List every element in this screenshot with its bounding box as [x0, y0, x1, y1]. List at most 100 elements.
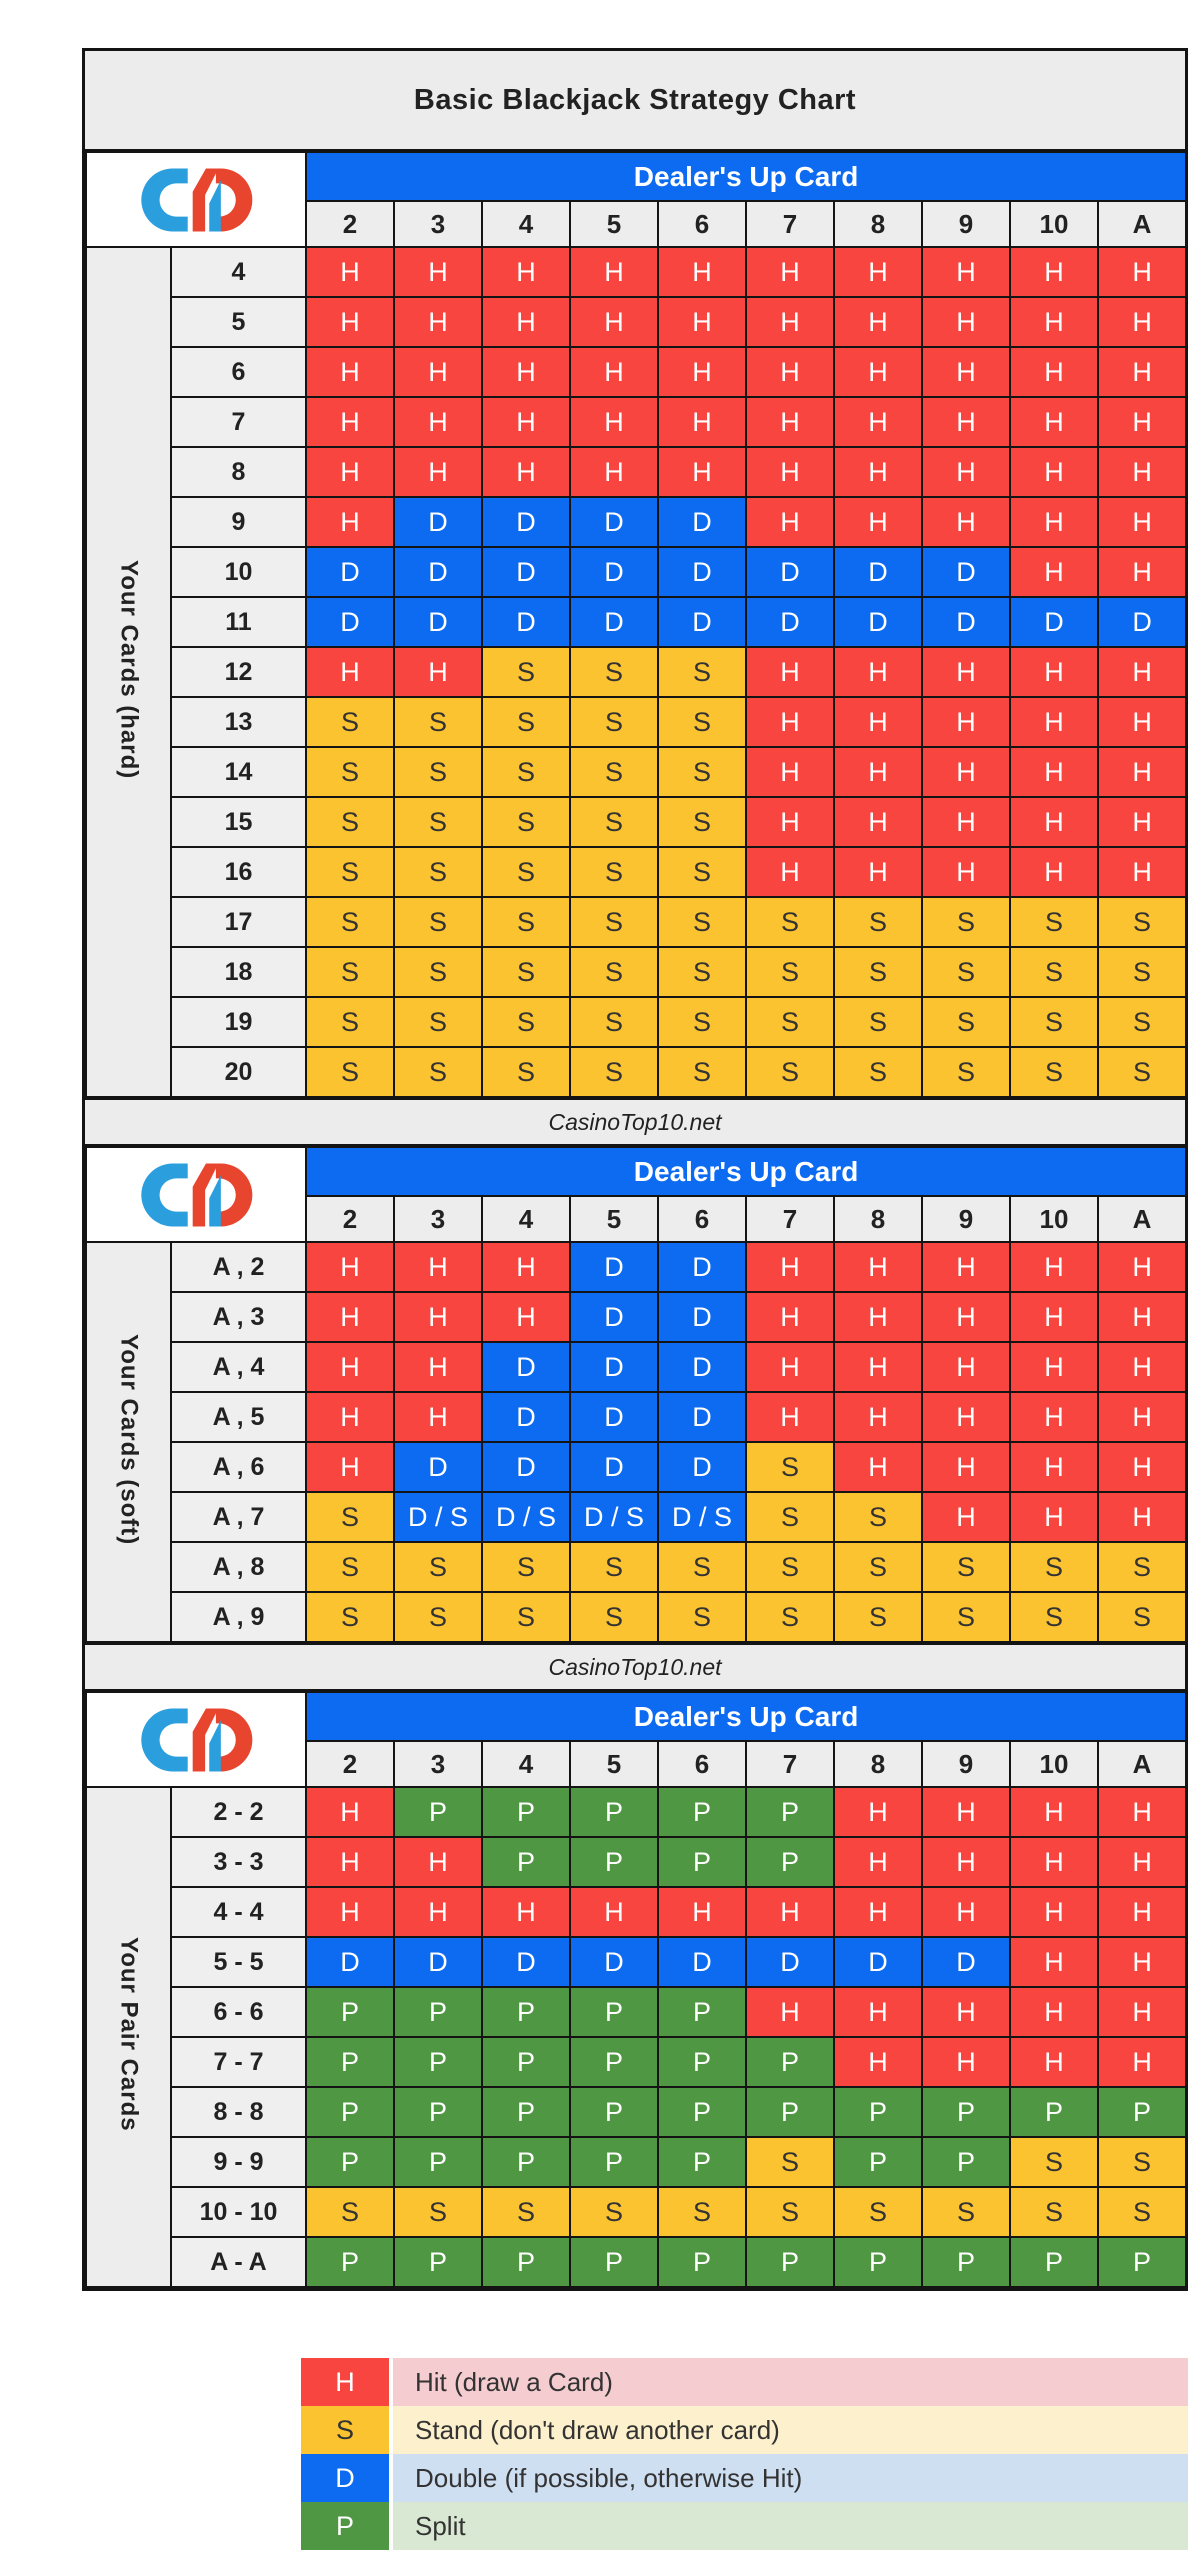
strategy-cell: S	[657, 896, 747, 948]
strategy-cell: D	[921, 546, 1011, 598]
dealer-up-card-header: Dealer's Up Card	[304, 1691, 1188, 1742]
strategy-cell: H	[1096, 746, 1188, 798]
row-label: 9 - 9	[170, 2136, 307, 2188]
strategy-cell: D	[833, 546, 923, 598]
dealer-col-header-9: 9	[921, 1740, 1011, 1788]
dealer-col-header-A: A	[1096, 1195, 1188, 1243]
strategy-cell: S	[569, 946, 659, 998]
strategy-cell: H	[1009, 646, 1099, 698]
strategy-cell: H	[481, 296, 571, 348]
strategy-cell: H	[833, 1341, 923, 1393]
strategy-cell: H	[833, 1391, 923, 1443]
strategy-cell: S	[393, 1046, 483, 1098]
legend: H Hit (draw a Card) S Stand (don't draw ano…	[301, 2358, 1188, 2550]
group-label-pairs: Your Pair Cards	[85, 1786, 172, 2288]
strategy-cell: D	[921, 1936, 1011, 1988]
strategy-cell: H	[1009, 246, 1099, 298]
strategy-cell: H	[305, 1291, 395, 1343]
strategy-cell: S	[1096, 946, 1188, 998]
strategy-cell: H	[305, 246, 395, 298]
strategy-cell: H	[1009, 396, 1099, 448]
strategy-cell: H	[569, 296, 659, 348]
strategy-cell: H	[921, 696, 1011, 748]
strategy-cell: S	[393, 846, 483, 898]
strategy-cell: H	[921, 1241, 1011, 1293]
dealer-col-header-10: 10	[1009, 1195, 1099, 1243]
dealer-col-header-9: 9	[921, 200, 1011, 248]
dealer-up-card-header: Dealer's Up Card	[304, 151, 1188, 202]
strategy-cell: S	[657, 696, 747, 748]
dealer-col-header-6: 6	[657, 1195, 747, 1243]
strategy-cell: D	[657, 1241, 747, 1293]
strategy-cell: P	[481, 1786, 571, 1838]
strategy-cell: H	[1009, 1241, 1099, 1293]
strategy-cell: S	[481, 996, 571, 1048]
strategy-cell: H	[481, 396, 571, 448]
strategy-cell: H	[833, 396, 923, 448]
dealer-col-header-4: 4	[481, 200, 571, 248]
legend-label: Split	[393, 2502, 1188, 2550]
strategy-cell: H	[833, 1886, 923, 1938]
strategy-cell: D	[393, 1441, 483, 1493]
strategy-cell: S	[305, 1541, 395, 1593]
strategy-cell: H	[657, 1886, 747, 1938]
strategy-cell: H	[833, 296, 923, 348]
strategy-cell: H	[393, 296, 483, 348]
strategy-cell: D	[657, 1936, 747, 1988]
strategy-cell: S	[921, 1541, 1011, 1593]
site-watermark: CasinoTop10.net	[85, 1098, 1185, 1146]
row-label: 19	[170, 996, 307, 1048]
dealer-col-header-10: 10	[1009, 1740, 1099, 1788]
strategy-cell: H	[833, 346, 923, 398]
strategy-cell: H	[1096, 396, 1188, 448]
strategy-cell: D	[481, 1391, 571, 1443]
table-row: 10 - 10 S S S S S S S S S S	[86, 2186, 1188, 2238]
strategy-cell: H	[745, 646, 835, 698]
strategy-cell: S	[1009, 2186, 1099, 2238]
table-row: 16 S S S S S H H H H H	[86, 846, 1188, 898]
strategy-cell: S	[833, 1046, 923, 1098]
strategy-cell: S	[657, 1591, 747, 1643]
strategy-cell: H	[1096, 1241, 1188, 1293]
strategy-cell: D	[745, 596, 835, 648]
strategy-cell: H	[745, 246, 835, 298]
strategy-cell: S	[481, 2186, 571, 2238]
strategy-cell: S	[657, 1541, 747, 1593]
strategy-cell: D	[1096, 596, 1188, 648]
strategy-cell: S	[657, 746, 747, 798]
strategy-cell: H	[481, 1241, 571, 1293]
strategy-cell: P	[569, 2086, 659, 2138]
legend-row-H: H Hit (draw a Card)	[301, 2358, 1188, 2406]
row-label: 20	[170, 1046, 307, 1098]
site-watermark: CasinoTop10.net	[85, 1643, 1185, 1691]
strategy-cell: H	[921, 446, 1011, 498]
strategy-cell: H	[393, 1391, 483, 1443]
strategy-cell: H	[833, 2036, 923, 2088]
strategy-cell: D	[481, 496, 571, 548]
strategy-cell: H	[1009, 796, 1099, 848]
strategy-cell: H	[481, 1291, 571, 1343]
strategy-cell: H	[393, 1886, 483, 1938]
strategy-chart-frame: Basic Blackjack Strategy Chart Dealer's …	[82, 48, 1188, 2291]
dealer-col-header-2: 2	[305, 1740, 395, 1788]
strategy-cell: P	[657, 1786, 747, 1838]
legend-key: S	[301, 2406, 389, 2454]
strategy-cell: P	[657, 2086, 747, 2138]
strategy-cell: D	[481, 1341, 571, 1393]
strategy-cell: D	[393, 496, 483, 548]
strategy-cell: D / S	[657, 1491, 747, 1543]
strategy-cell: S	[657, 996, 747, 1048]
row-label: A , 3	[170, 1291, 307, 1343]
strategy-cell: H	[1009, 746, 1099, 798]
strategy-cell: H	[921, 2036, 1011, 2088]
strategy-cell: H	[833, 246, 923, 298]
strategy-cell: S	[745, 896, 835, 948]
table-row: 10 D D D D D D D D H H	[86, 546, 1188, 598]
row-label: A , 5	[170, 1391, 307, 1443]
strategy-cell: S	[1096, 2186, 1188, 2238]
strategy-cell: H	[305, 396, 395, 448]
strategy-cell: H	[833, 1291, 923, 1343]
